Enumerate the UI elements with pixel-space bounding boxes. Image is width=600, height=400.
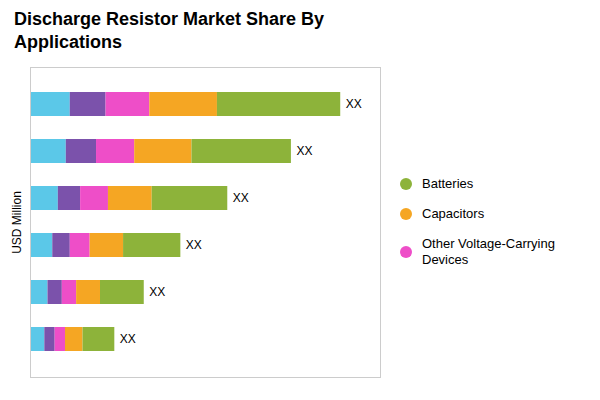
svg-text:XX: XX: [296, 144, 312, 158]
svg-text:XX: XX: [186, 238, 202, 252]
svg-text:XX: XX: [233, 191, 249, 205]
html-text:Discharge Resistor Market Shar: Discharge Resistor Market Share By Appli…: [14, 9, 325, 52]
svg-text:USD Million: USD Million: [10, 191, 24, 254]
svg-text:XX: XX: [120, 332, 136, 346]
html-text:Capacitors: Capacitors: [422, 205, 485, 221]
html-text:Batteries: Batteries: [422, 175, 474, 191]
svg-text:XX: XX: [346, 97, 362, 111]
html-text:Other Voltage-Carrying Devices: Other Voltage-Carrying Devices: [422, 236, 555, 268]
svg-text:XX: XX: [149, 285, 165, 299]
